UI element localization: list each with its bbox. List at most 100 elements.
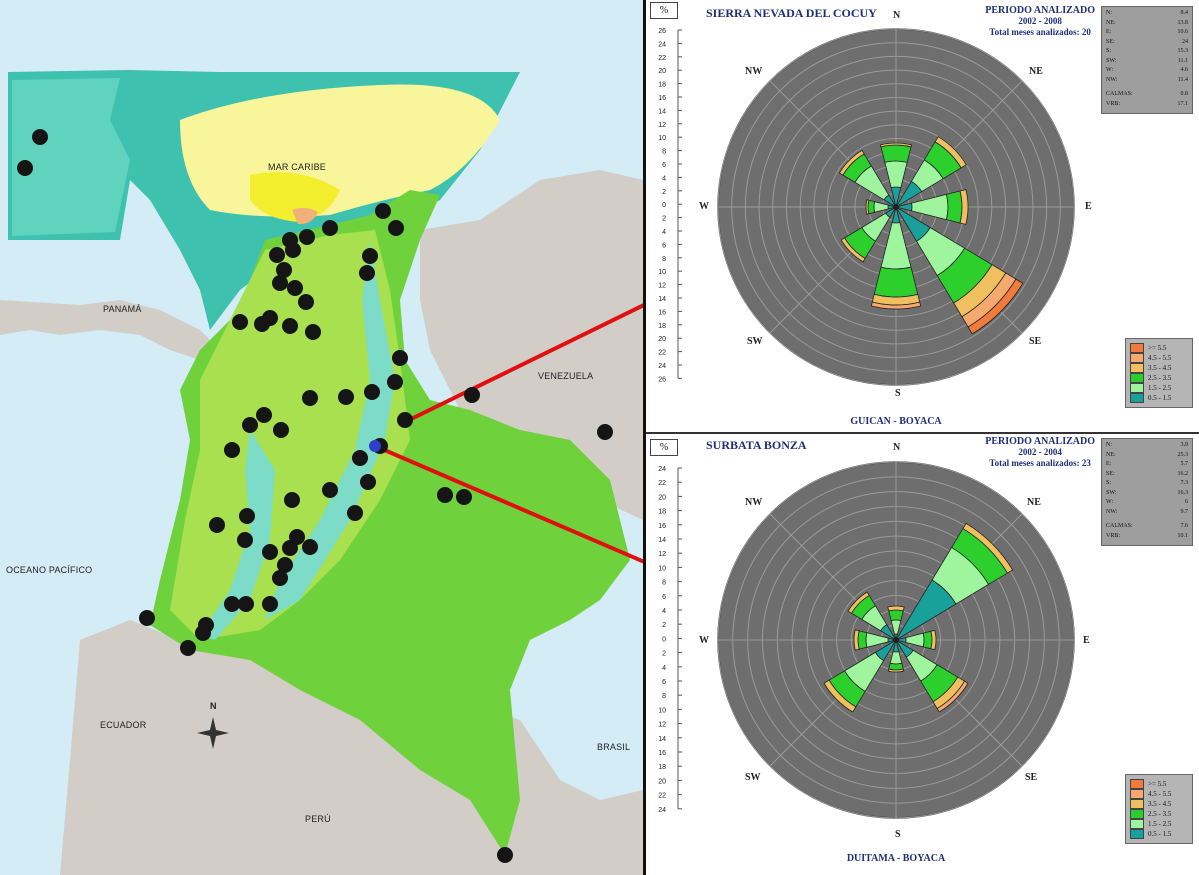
months-analyzed: Total meses analizados: 23 — [989, 458, 1091, 468]
station-marker — [364, 384, 380, 400]
percent-unit-label: % — [650, 439, 678, 456]
station-marker — [237, 532, 253, 548]
stat-key: NW: — [1106, 508, 1118, 515]
station-marker — [302, 539, 318, 555]
legend-item: 4.5 - 5.5 — [1130, 789, 1188, 799]
dir-sw: SW — [747, 336, 763, 347]
station-marker — [437, 487, 453, 503]
label-brasil: BRASIL — [597, 742, 631, 752]
percent-tick-label: 6 — [662, 594, 666, 601]
legend-item: >= 5.5 — [1130, 779, 1188, 789]
station-marker — [224, 442, 240, 458]
station-marker — [277, 557, 293, 573]
legend-label: >= 5.5 — [1148, 780, 1167, 788]
percent-tick-label: 0 — [662, 636, 666, 643]
station-marker — [273, 422, 289, 438]
dir-nw: NW — [745, 497, 763, 508]
station-marker — [305, 324, 321, 340]
petal-w — [865, 199, 895, 215]
legend-swatch — [1130, 819, 1144, 829]
legend-label: 2.5 - 3.5 — [1148, 374, 1172, 382]
station-marker — [322, 220, 338, 236]
label-venezuela: VENEZUELA — [538, 371, 594, 381]
percent-tick-label: 22 — [658, 350, 666, 357]
station-marker — [287, 280, 303, 296]
stat-key: E: — [1106, 461, 1112, 467]
petal-band — [867, 199, 876, 215]
period-range: 2002 - 2004 — [1018, 447, 1062, 457]
percent-tick-label: 24 — [658, 466, 666, 473]
station-marker — [497, 847, 513, 863]
andes-ridge — [265, 240, 395, 620]
caribbean-shallow — [12, 78, 130, 236]
percent-tick-label: 22 — [658, 55, 666, 62]
percent-tick-label: 14 — [658, 296, 666, 303]
stat-key: SE: — [1106, 38, 1115, 45]
stat-value: 16.2 — [1177, 470, 1189, 477]
percent-tick-label: 22 — [658, 480, 666, 487]
station-marker — [284, 492, 300, 508]
petal-band — [823, 679, 857, 713]
stat-row: S: 7.3 — [1106, 480, 1188, 490]
station-marker — [388, 220, 404, 236]
percent-tick-label: 10 — [658, 269, 666, 276]
venezuela-land — [420, 170, 643, 520]
dir-s: S — [895, 829, 901, 840]
percent-tick-label: 12 — [658, 122, 666, 129]
period-block: PERIODO ANALIZADO 2002 - 2004 Total mese… — [985, 436, 1095, 469]
dir-w: W — [699, 635, 709, 646]
stat-key: S: — [1106, 480, 1112, 486]
petal-band — [934, 136, 967, 169]
petal-nw — [838, 149, 896, 207]
legend-swatch — [1130, 373, 1144, 383]
legend-swatch — [1130, 343, 1144, 353]
petal-band — [945, 190, 963, 224]
station-marker — [347, 505, 363, 521]
legend-swatch — [1130, 829, 1144, 839]
dir-se: SE — [1025, 772, 1038, 783]
legend-label: 1.5 - 2.5 — [1148, 820, 1172, 828]
percent-tick-label: 20 — [658, 336, 666, 343]
percent-tick-label: 6 — [662, 679, 666, 686]
stat-value: 3.9 — [1180, 442, 1189, 448]
percent-tick-label: 16 — [658, 750, 666, 757]
percent-tick-label: 0 — [662, 202, 666, 209]
dir-se: SE — [1029, 336, 1042, 347]
percent-tick-label: 14 — [658, 736, 666, 743]
panel-divider — [643, 0, 646, 875]
dir-n: N — [893, 442, 901, 453]
place-label: GUICAN - BOYACA — [850, 416, 942, 427]
colombia-andes — [170, 230, 410, 640]
percent-unit-label: % — [650, 2, 678, 19]
legend-swatch — [1130, 789, 1144, 799]
stat-value: 24 — [1182, 38, 1188, 45]
petal-w — [853, 629, 895, 651]
petal-n — [880, 142, 912, 206]
stat-value: 8.4 — [1180, 10, 1189, 16]
petal-band — [870, 301, 922, 310]
legend-label: 4.5 - 5.5 — [1148, 790, 1172, 798]
legend-swatch — [1130, 799, 1144, 809]
petal-band — [962, 522, 1014, 574]
stat-key: SE: — [1106, 470, 1115, 477]
dir-ne: NE — [1029, 66, 1043, 77]
station-marker — [262, 544, 278, 560]
label-pacific: OCEANO PACÍFICO — [6, 565, 93, 575]
petal-s — [887, 641, 905, 673]
stat-key: N: — [1106, 442, 1112, 448]
station-marker — [262, 596, 278, 612]
station-marker — [282, 318, 298, 334]
station-marker — [272, 570, 288, 586]
period-title: PERIODO ANALIZADO — [985, 436, 1095, 447]
percent-tick-label: 22 — [658, 793, 666, 800]
station-marker — [387, 374, 403, 390]
station-marker — [362, 248, 378, 264]
percent-tick-label: 8 — [662, 693, 666, 700]
station-marker — [597, 424, 613, 440]
station-title: SIERRA NEVADA DEL COCUY — [706, 6, 877, 20]
petal-band — [853, 629, 860, 651]
percent-tick-label: 4 — [662, 608, 666, 615]
station-marker — [272, 275, 288, 291]
percent-tick-label: 12 — [658, 283, 666, 290]
stat-row: S: 15.3 — [1106, 48, 1188, 58]
